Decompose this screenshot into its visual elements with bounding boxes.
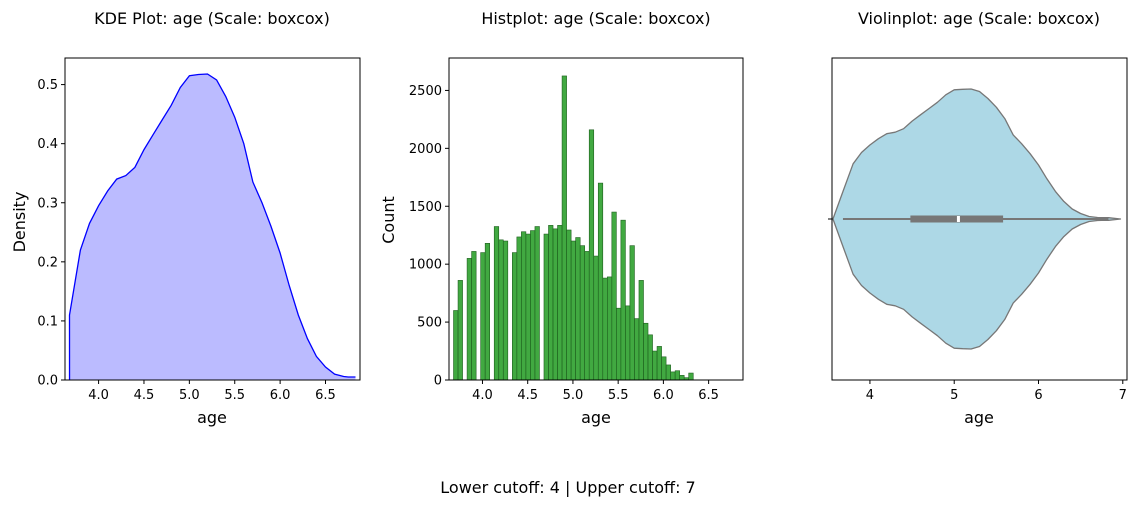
hist-bar bbox=[498, 239, 504, 381]
kde-line bbox=[68, 73, 356, 381]
hist-bar bbox=[597, 182, 604, 381]
x-tick-label: 6.0 bbox=[653, 388, 674, 403]
x-tick-label: 5.0 bbox=[563, 388, 584, 403]
kde-xlabel: age bbox=[197, 408, 227, 427]
hist-bar bbox=[629, 245, 635, 381]
hist-bar bbox=[466, 258, 472, 381]
x-tick-label: 5.0 bbox=[179, 388, 200, 403]
hist-bar bbox=[665, 364, 671, 381]
hist-bar bbox=[611, 211, 617, 381]
hist-bar bbox=[548, 225, 554, 381]
hist-bar bbox=[679, 375, 685, 381]
hist-bar bbox=[484, 243, 490, 381]
hist-bar bbox=[643, 322, 649, 381]
y-tick-label: 0.0 bbox=[37, 374, 58, 389]
hist-bar bbox=[638, 280, 644, 381]
histogram-plot: 4.0 4.5 5.0 5.5 6.0 6.5 0 500 1000 1500 2000 2500 bbox=[409, 57, 744, 403]
hist-bar bbox=[620, 219, 626, 381]
x-tick-label: 5.5 bbox=[608, 388, 629, 403]
hist-bar bbox=[453, 310, 459, 381]
violin-plot: 4 5 6 7 bbox=[828, 57, 1128, 403]
hist-bar bbox=[502, 240, 509, 381]
hist-bar bbox=[480, 252, 486, 381]
x-tick-label: 6.0 bbox=[270, 388, 291, 403]
hist-bar bbox=[602, 277, 608, 381]
hist-bar bbox=[652, 350, 658, 381]
axes-frame bbox=[448, 57, 744, 381]
kde-title: KDE Plot: age (Scale: boxcox) bbox=[94, 9, 330, 28]
x-tick-label: 5 bbox=[950, 388, 958, 403]
axes-frame bbox=[64, 57, 361, 381]
hist-xlabel: age bbox=[581, 408, 611, 427]
y-tick-label: 500 bbox=[417, 316, 442, 331]
hist-bar bbox=[661, 356, 667, 381]
x-tick-label: 6.5 bbox=[315, 388, 336, 403]
hist-bar bbox=[534, 226, 540, 381]
hist-bar bbox=[674, 370, 680, 381]
hist-bar bbox=[525, 233, 531, 381]
hist-bar bbox=[557, 225, 563, 381]
hist-bar bbox=[616, 307, 622, 381]
y-tick-label: 0.2 bbox=[37, 255, 58, 270]
hist-bar bbox=[457, 280, 463, 381]
cutoff-footer: Lower cutoff: 4 | Upper cutoff: 7 bbox=[440, 478, 695, 497]
y-tick-label: 1500 bbox=[409, 200, 442, 215]
x-tick-label: 4 bbox=[866, 388, 874, 403]
kde-area bbox=[69, 74, 356, 380]
x-tick-label: 4.5 bbox=[134, 388, 155, 403]
y-tick-label: 0.1 bbox=[37, 314, 58, 329]
hist-bar bbox=[670, 371, 676, 381]
y-tick-label: 1000 bbox=[409, 258, 442, 273]
y-tick-label: 2000 bbox=[409, 142, 442, 157]
x-tick-label: 7 bbox=[1119, 388, 1127, 403]
hist-bar bbox=[607, 276, 613, 381]
hist-bar bbox=[575, 237, 581, 381]
x-tick-label: 4.0 bbox=[472, 388, 493, 403]
hist-bar bbox=[579, 245, 585, 381]
hist-bar bbox=[593, 255, 599, 381]
hist-bar bbox=[521, 231, 527, 381]
hist-bar bbox=[561, 75, 567, 381]
violin-iqr-box bbox=[910, 215, 1004, 223]
x-tick-label: 6.5 bbox=[698, 388, 719, 403]
hist-bar bbox=[543, 233, 549, 381]
kde-plot: 4.0 4.5 5.0 5.5 6.0 6.5 0.0 0.1 0.2 0.3 0.4 0.5 bbox=[37, 57, 361, 403]
hist-bar bbox=[634, 318, 640, 381]
y-tick-label: 0 bbox=[434, 374, 442, 389]
hist-bar bbox=[516, 236, 522, 381]
hist-bar bbox=[588, 129, 595, 381]
x-tick-label: 4.0 bbox=[88, 388, 109, 403]
hist-bar bbox=[570, 240, 576, 381]
hist-bar bbox=[552, 228, 558, 381]
y-tick-label: 2500 bbox=[409, 84, 442, 99]
hist-bar bbox=[647, 334, 653, 381]
hist-bar bbox=[584, 251, 590, 381]
hist-bar bbox=[566, 229, 572, 381]
hist-ylabel: Count bbox=[379, 196, 398, 244]
x-tick-label: 5.5 bbox=[224, 388, 245, 403]
hist-bar bbox=[530, 230, 536, 381]
hist-bar bbox=[688, 372, 694, 381]
y-tick-label: 0.5 bbox=[37, 78, 58, 93]
y-tick-label: 0.3 bbox=[37, 196, 58, 211]
hist-bar bbox=[512, 252, 518, 381]
y-tick-label: 0.4 bbox=[37, 137, 58, 152]
hist-title: Histplot: age (Scale: boxcox) bbox=[481, 9, 710, 28]
hist-bar bbox=[493, 226, 500, 381]
x-tick-label: 6 bbox=[1034, 388, 1042, 403]
x-tick-label: 4.5 bbox=[517, 388, 538, 403]
violin-median bbox=[956, 216, 960, 222]
hist-bar bbox=[656, 346, 662, 381]
violin-title: Violinplot: age (Scale: boxcox) bbox=[858, 9, 1100, 28]
kde-ylabel: Density bbox=[10, 192, 29, 253]
hist-bar bbox=[625, 305, 631, 381]
violin-xlabel: age bbox=[964, 408, 994, 427]
hist-bar bbox=[471, 251, 477, 381]
